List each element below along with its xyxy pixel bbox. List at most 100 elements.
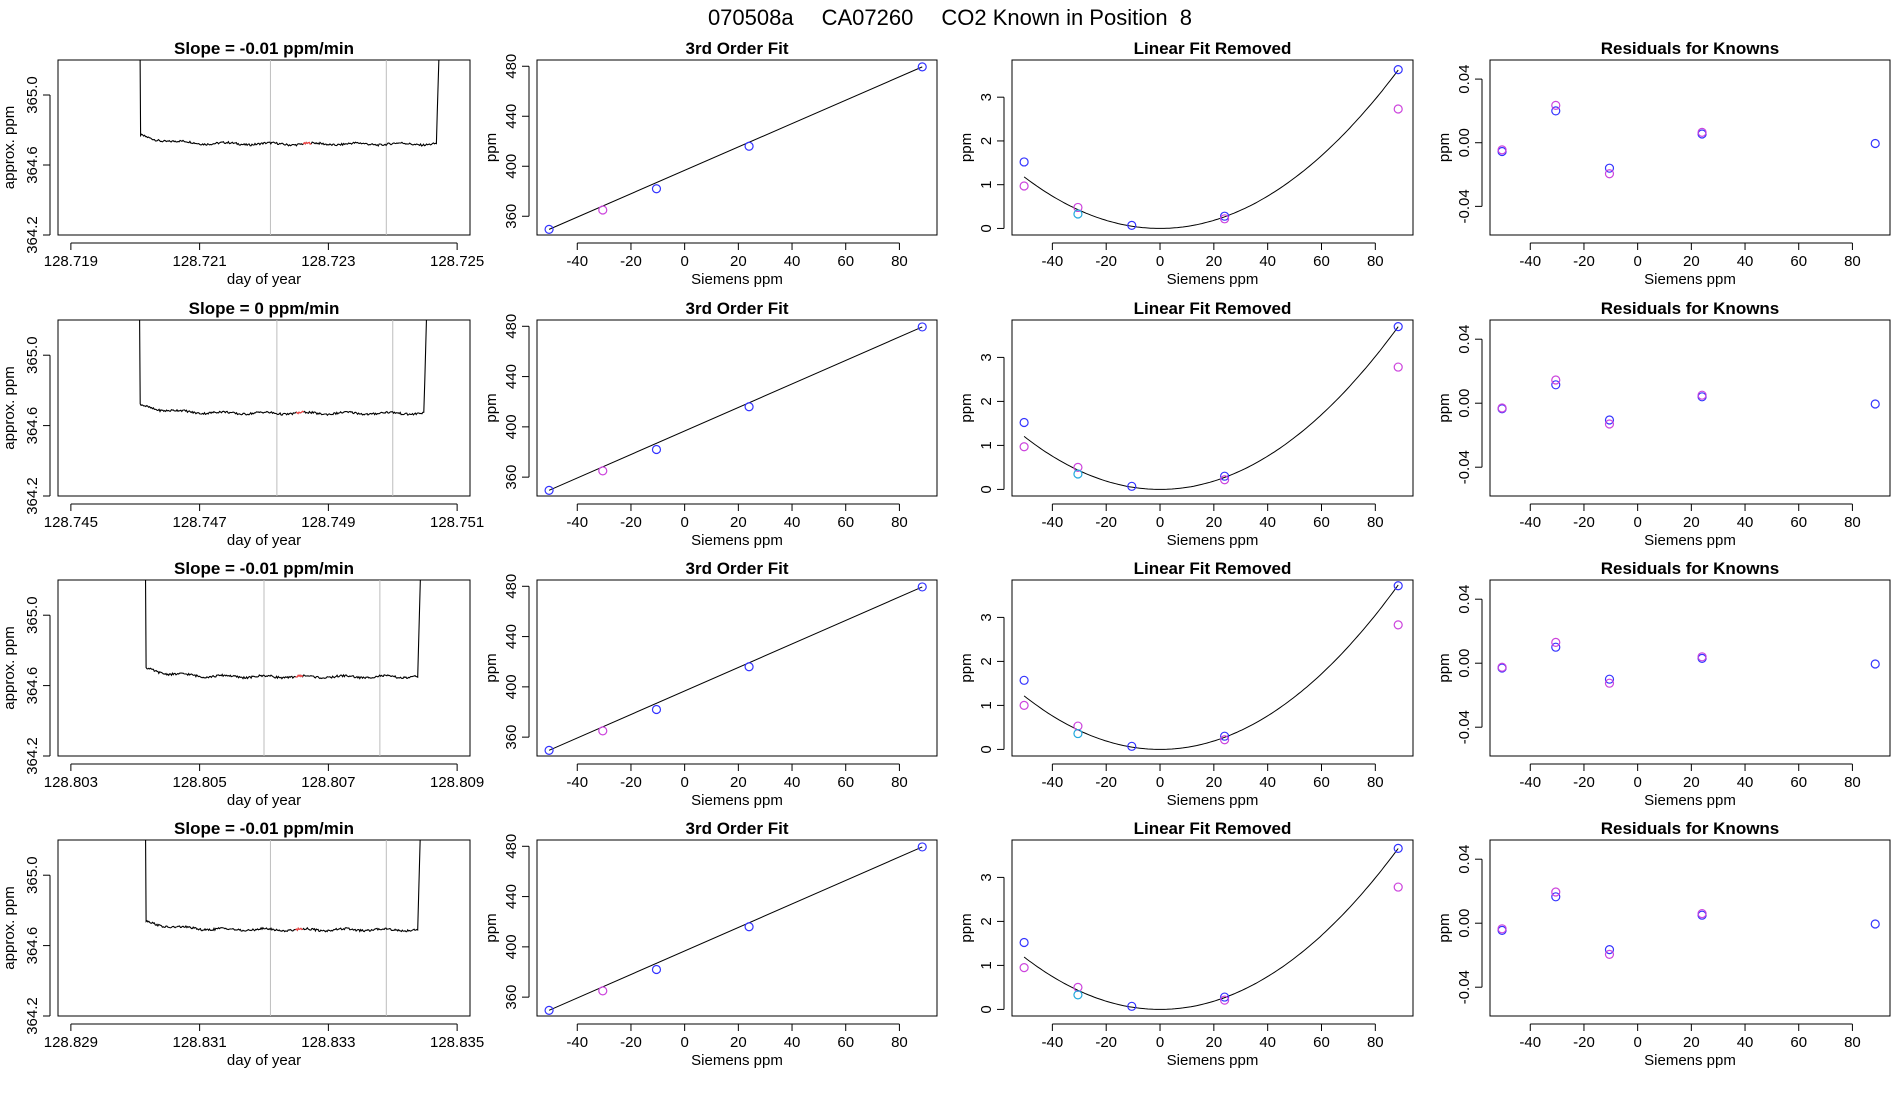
x-tick-label: 40 — [784, 774, 801, 791]
position-label: CO2 Known in Position 8 — [941, 5, 1193, 30]
plot-area — [1019, 581, 1403, 751]
x-tick-label: 128.835 — [430, 1034, 484, 1051]
trace-highlight — [302, 141, 312, 145]
x-tick-label: 20 — [1683, 253, 1700, 270]
panel-title: 3rd Order Fit — [686, 559, 789, 578]
fit-line — [548, 586, 923, 751]
x-tick-label: 0 — [1633, 1034, 1641, 1051]
plot-frame — [57, 59, 471, 236]
plot-area — [145, 840, 421, 1016]
x-tick-label: 40 — [1737, 774, 1754, 791]
y-tick-label: 400 — [503, 674, 520, 699]
concentration-trace — [144, 580, 421, 680]
y-tick-label: 0 — [978, 485, 995, 493]
x-tick-label: -40 — [1519, 514, 1541, 531]
plot-frame — [1489, 59, 1891, 236]
x-tick-label: 128.721 — [173, 253, 227, 270]
x-tick-label: 0 — [680, 253, 688, 270]
x-tick-label: 40 — [1737, 514, 1754, 531]
plot-area — [544, 322, 927, 495]
data-point — [651, 964, 662, 975]
x-tick-label: 0 — [680, 1034, 688, 1051]
panel-title: Residuals for Knowns — [1601, 39, 1780, 58]
data-point — [1604, 944, 1615, 955]
data-point — [1393, 322, 1403, 332]
plot-frame — [57, 839, 471, 1017]
data-point — [544, 224, 554, 234]
data-point — [1220, 992, 1230, 1002]
x-tick-label: 40 — [784, 253, 801, 270]
x-tick-label: 128.831 — [173, 1034, 227, 1051]
x-tick-label: 20 — [1683, 514, 1700, 531]
y-tick-label: 2 — [978, 397, 995, 405]
x-tick-label: 20 — [1206, 774, 1223, 791]
y-tick-label: 364.2 — [24, 997, 41, 1035]
data-point — [1019, 700, 1029, 711]
y-tick-label: 364.6 — [24, 146, 41, 184]
y-tick-label: 480 — [503, 574, 520, 599]
data-point — [1220, 211, 1230, 221]
plot-frame — [1489, 579, 1891, 757]
data-point — [1604, 674, 1615, 684]
plot-area — [139, 60, 440, 235]
y-axis-label: approx. ppm — [1, 886, 18, 969]
plot-frame — [536, 319, 938, 497]
x-axis-label: day of year — [227, 532, 301, 549]
data-point — [1497, 403, 1507, 413]
concentration-trace — [139, 320, 427, 417]
x-tick-label: 128.807 — [301, 774, 355, 791]
y-axis-label: ppm — [1436, 913, 1453, 942]
data-point — [1497, 924, 1507, 934]
x-tick-label: 20 — [1206, 514, 1223, 531]
data-point — [1393, 104, 1403, 114]
y-tick-label: 0.04 — [1456, 585, 1473, 614]
plot-frame — [1011, 579, 1414, 757]
panel-resid-row4: Residuals for Knowns -40 -20 0 20 40 60 80 Sieme… — [1436, 819, 1891, 1069]
y-tick-label: 440 — [503, 884, 520, 909]
plot-area — [1019, 322, 1403, 491]
y-axis-label: ppm — [483, 653, 500, 682]
x-tick-label: 60 — [1313, 1034, 1330, 1051]
y-tick-label: 3 — [978, 873, 995, 881]
y-axis-label: ppm — [483, 133, 500, 162]
x-axis-label: Siemens ppm — [1167, 792, 1259, 809]
x-tick-label: 128.803 — [44, 774, 98, 791]
y-axis-label: approx. ppm — [1, 366, 18, 449]
plot-area — [544, 582, 927, 755]
y-tick-label: 440 — [503, 364, 520, 389]
x-tick-label: 40 — [1259, 774, 1276, 791]
data-point — [1019, 417, 1029, 428]
fit-line — [548, 66, 923, 230]
quadratic-curve — [1023, 584, 1399, 750]
y-tick-label: 360 — [503, 204, 520, 229]
y-tick-label: 365.0 — [24, 596, 41, 634]
data-point — [1019, 157, 1029, 167]
x-tick-label: 40 — [784, 514, 801, 531]
panel-trace-row3: Slope = -0.01 ppm/min 128.803 128.805 128.8… — [1, 559, 484, 809]
data-point — [1220, 475, 1230, 485]
x-tick-label: 60 — [1313, 774, 1330, 791]
y-tick-label: 365.0 — [24, 336, 41, 374]
x-tick-label: 60 — [837, 1034, 854, 1051]
plot-area — [1497, 375, 1880, 429]
data-point — [1220, 735, 1230, 745]
x-tick-label: 128.749 — [301, 514, 355, 531]
data-point — [1604, 678, 1615, 688]
y-tick-label: 365.0 — [24, 76, 41, 114]
data-point — [1393, 581, 1403, 591]
data-point — [744, 922, 754, 932]
data-point — [1604, 163, 1615, 173]
data-point — [744, 141, 754, 151]
panel-title: 3rd Order Fit — [686, 299, 789, 318]
data-point — [1393, 843, 1403, 853]
x-tick-label: -20 — [620, 253, 642, 270]
x-tick-label: 0 — [1156, 253, 1164, 270]
data-point — [1393, 882, 1403, 892]
x-tick-label: 20 — [730, 774, 747, 791]
data-point — [1220, 214, 1230, 224]
x-tick-label: 40 — [1737, 253, 1754, 270]
y-tick-label: 480 — [503, 834, 520, 859]
y-tick-label: 0.00 — [1456, 649, 1473, 678]
x-tick-label: 60 — [1790, 774, 1807, 791]
x-tick-label: -40 — [1042, 514, 1064, 531]
